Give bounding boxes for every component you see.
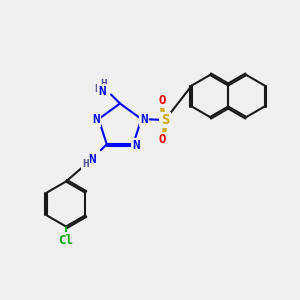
Text: N: N [133, 139, 140, 152]
Text: Cl: Cl [58, 233, 74, 247]
Text: N: N [98, 85, 106, 98]
Text: O: O [158, 94, 166, 107]
Text: H: H [94, 83, 101, 94]
Text: N: N [141, 112, 148, 125]
Text: H: H [100, 79, 107, 89]
Text: H: H [82, 159, 89, 169]
Text: S: S [161, 113, 169, 127]
Text: N: N [92, 112, 99, 125]
Text: N: N [88, 153, 95, 166]
Text: O: O [158, 133, 166, 146]
